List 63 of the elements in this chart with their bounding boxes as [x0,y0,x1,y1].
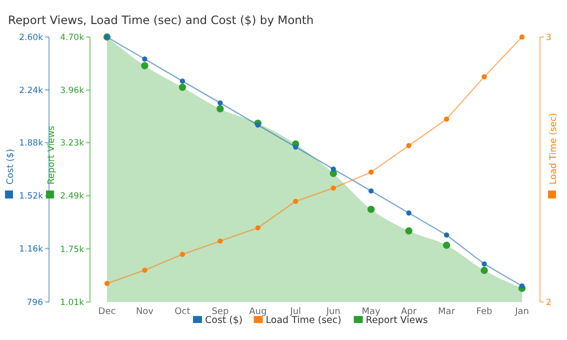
point [368,188,374,194]
y2-tick-label: 3.96k [60,86,84,96]
point [293,198,298,204]
y2-tick-label: 1.01k [60,298,84,308]
point [519,283,525,289]
x-tick-label: Mar [438,307,456,317]
x-tick-label: Apr [401,307,417,317]
y-tick-label: 796 [26,298,43,308]
y3-tick-label: 2 [546,298,552,308]
legend-label: Load Time (sec) [266,315,342,326]
point [444,116,450,122]
point [330,166,336,172]
legend-label: Cost ($) [205,315,243,326]
y-tick-label: 1.16k [19,244,44,255]
y2-tick-label: 3.23k [60,138,84,149]
y-tick-label: 2.24k [19,86,44,96]
chart-title: Report Views, Load Time (sec) and Cost ($) by Month [8,13,314,27]
y2-tick-label: 2.49k [60,192,84,202]
point [519,34,525,40]
point [141,62,148,70]
point [444,232,450,238]
point [178,84,186,91]
y3-tick-label: 3 [546,32,552,43]
y-tick-label: 1.52k [19,192,44,202]
x-tick-label: Jan [514,307,529,317]
point [368,170,374,175]
x-tick-label: Aug [249,307,267,317]
point [482,74,487,80]
x-tick-label: Sep [212,307,229,317]
y-tick-label: 2.60k [19,32,44,43]
point [442,242,450,249]
point [180,252,186,257]
y-tick-label: 1.88k [19,138,44,149]
point [255,122,261,128]
x-tick-label: Dec [98,307,116,317]
x-tick-label: Feb [476,307,493,317]
point [367,206,375,213]
point [218,100,223,106]
point [104,280,110,286]
x-tick-label: Oct [174,307,191,317]
y2-tick-label: 4.70k [60,32,84,43]
y2-tick-label: 1.75k [60,244,84,255]
point [406,143,412,148]
point [405,227,412,234]
x-tick-label: May [362,307,382,317]
point [216,105,224,112]
point [142,56,148,62]
point [480,266,488,274]
point [255,225,261,230]
point [482,261,487,267]
y-axis-title: Cost ($) [6,148,16,184]
point [293,144,298,150]
point [142,268,148,273]
y2-axis-title: Report Views [47,125,57,184]
point [180,78,186,84]
x-tick-label: Nov [136,307,154,317]
point [406,210,412,216]
point [218,238,223,244]
x-tick-label: Jun [325,307,340,317]
y3-axis-title: Load Time (sec) [549,112,559,184]
legend-label: Report Views [366,315,428,326]
x-tick-label: Jul [289,307,302,317]
point [330,185,336,191]
